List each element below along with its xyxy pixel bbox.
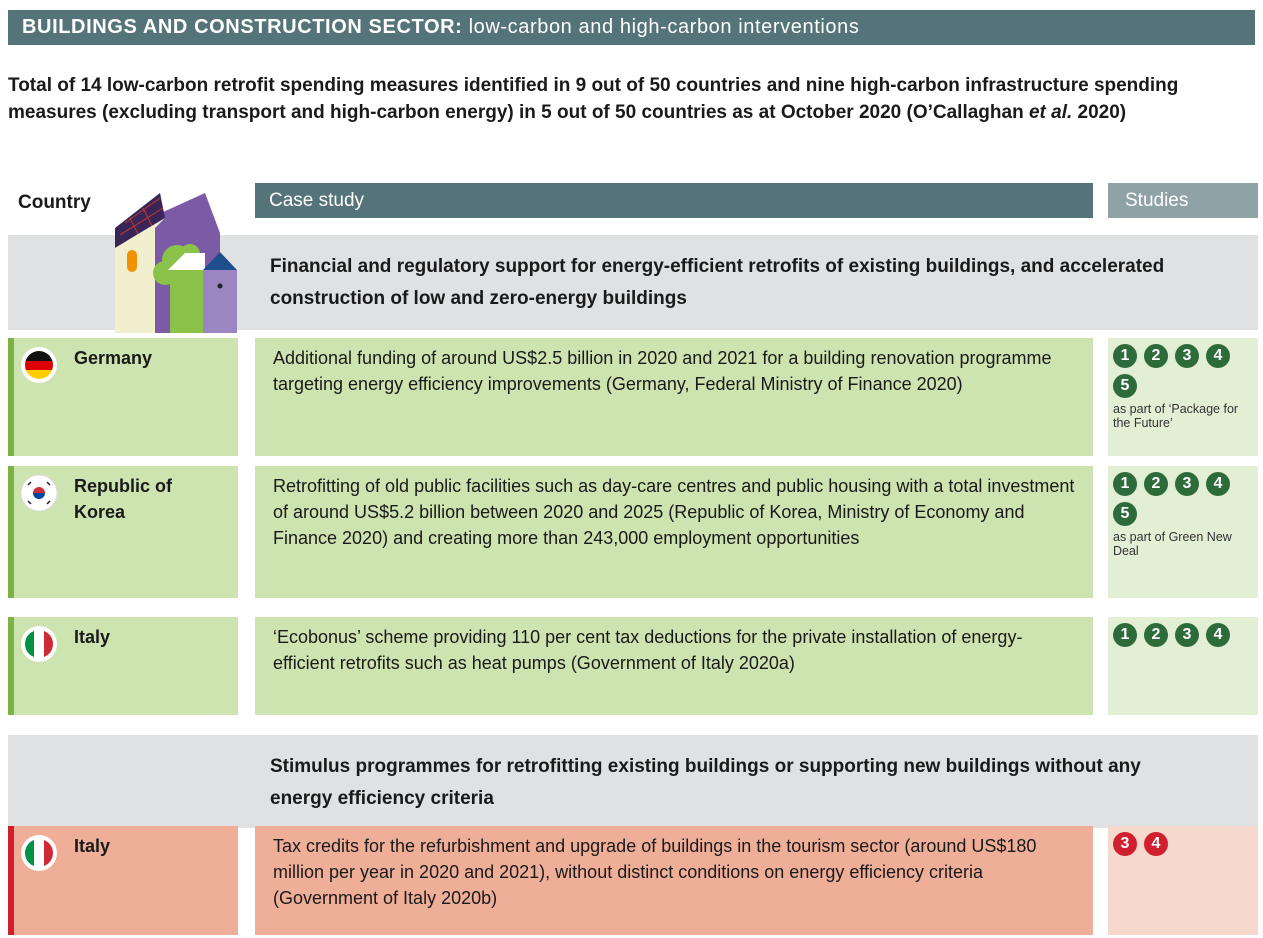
country-name: Germany [74, 348, 153, 368]
study-number: 4 [1206, 623, 1230, 647]
country-name: Italy [74, 627, 111, 647]
study-note: as part of Green New Deal [1113, 530, 1232, 558]
study-number: 2 [1144, 472, 1168, 496]
flag-icon [21, 347, 57, 383]
study-number: 1 [1113, 472, 1137, 496]
study-number: 2 [1144, 344, 1168, 368]
studies-cell: 1 2 3 4 5 as part of Green New Deal [1108, 466, 1258, 598]
study-number: 5 [1113, 374, 1137, 398]
flag [20, 346, 58, 384]
study-number: 3 [1175, 472, 1199, 496]
intro-text-end: 2020) [1072, 102, 1127, 123]
flag-icon [20, 474, 58, 512]
country-name: Italy [74, 836, 111, 856]
intro-text: Total of 14 low-carbon retrofit spending… [8, 75, 1179, 123]
header-bar: BUILDINGS AND CONSTRUCTION SECTOR: low-c… [8, 10, 1255, 45]
section-band [8, 735, 1258, 828]
study-number: 3 [1175, 623, 1199, 647]
case-cell: Retrofitting of old public facilities su… [255, 466, 1093, 598]
header-title-bold: BUILDINGS AND CONSTRUCTION SECTOR: [22, 16, 463, 38]
case-cell: Tax credits for the refurbishment and up… [255, 826, 1093, 935]
study-number: 2 [1144, 623, 1168, 647]
study-number: 4 [1206, 344, 1230, 368]
study-number: 3 [1175, 344, 1199, 368]
intro: Total of 14 low-carbon retrofit spending… [8, 72, 1238, 126]
section-title: Stimulus programmes for retrofitting exi… [270, 756, 1141, 809]
study-number: 1 [1113, 344, 1137, 368]
col-country: Country [18, 192, 91, 213]
country-name: Republic of Korea [74, 476, 172, 522]
col-case-study: Case study [255, 183, 1093, 218]
intro-italic: et al. [1028, 102, 1073, 123]
col-studies: Studies [1108, 183, 1258, 218]
study-number: 5 [1113, 502, 1137, 526]
study-number: 4 [1206, 472, 1230, 496]
header-title-rest: low-carbon and high-carbon interventions [468, 16, 860, 38]
study-number: 3 [1113, 832, 1137, 856]
study-note: as part of ‘Package for the Future’ [1113, 402, 1239, 430]
study-number: 1 [1113, 623, 1137, 647]
flag [20, 474, 58, 512]
case-cell: ‘Ecobonus’ scheme providing 110 per cent… [255, 617, 1093, 715]
case-cell: Additional funding of around US$2.5 bill… [255, 338, 1093, 456]
flag-icon [21, 626, 57, 662]
study-number: 4 [1144, 832, 1168, 856]
flag-icon [21, 835, 57, 871]
flag [20, 625, 58, 663]
building-illustration [115, 193, 237, 333]
section-title: Financial and regulatory support for ene… [270, 256, 1165, 309]
flag [20, 834, 58, 872]
studies-cell: 1 2 3 4 5 as part of ‘Package for the Future’ [1108, 338, 1258, 456]
